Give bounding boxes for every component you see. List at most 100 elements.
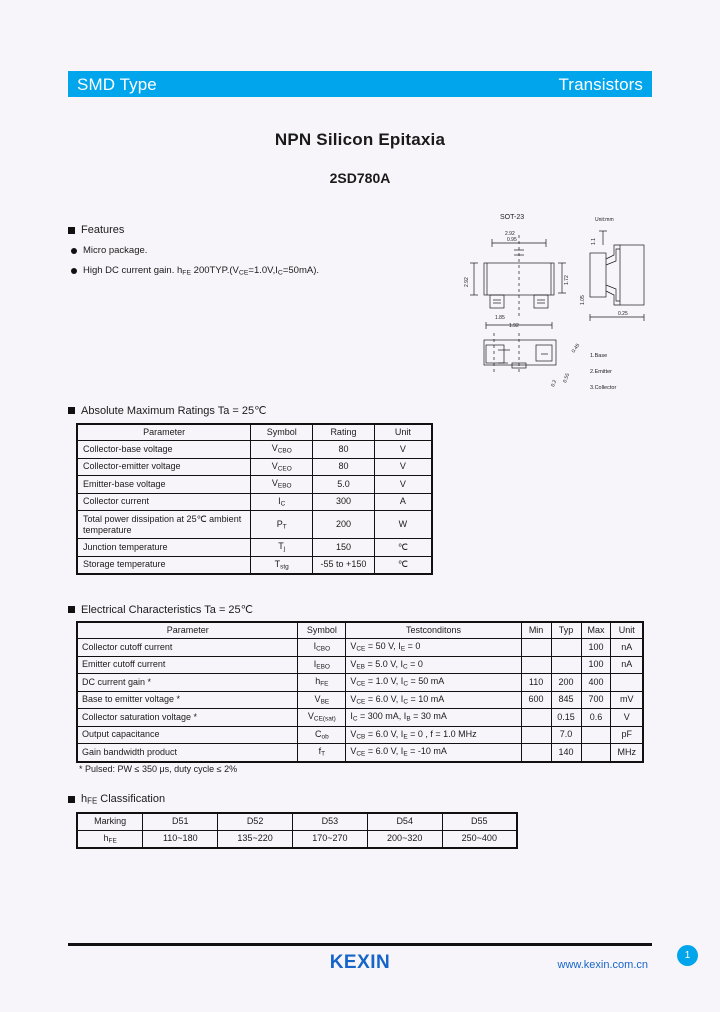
footer-divider [68, 943, 652, 946]
cell-parameter: Collector saturation voltage * [76, 708, 299, 727]
cell-parameter: Collector cutoff current [76, 638, 299, 657]
cell-unit: W [373, 510, 433, 540]
pin-label-1: 1.Base [590, 353, 607, 359]
cell-parameter: Emitter cutoff current [76, 655, 299, 675]
features-heading-label: Features [81, 224, 125, 236]
svg-text:0.95: 0.95 [507, 237, 517, 243]
table-row: Collector saturation voltage * VCE(sat) … [76, 708, 644, 727]
company-logo: KEXIN [329, 952, 391, 973]
col-rating: Rating [312, 423, 375, 442]
col-testconditions: Testconditons [345, 621, 522, 640]
package-name-text: SOT-23 [500, 214, 524, 221]
cell-range: 200~320 [366, 829, 443, 849]
cell-symbol: Tstg [250, 555, 314, 575]
col-unit: Unit [610, 621, 644, 640]
round-bullet-icon [71, 247, 77, 254]
cell-unit: nA [610, 655, 644, 675]
col-unit: Unit [373, 423, 433, 442]
cell-unit: V [373, 457, 433, 477]
electrical-footnote: * Pulsed: PW ≤ 350 μs, duty cycle ≤ 2% [79, 764, 238, 774]
cell-marking: D54 [366, 812, 443, 831]
col-min: Min [520, 621, 552, 640]
electrical-characteristics-table: Parameter Symbol Testconditons Min Typ M… [76, 621, 644, 763]
cell-rating: 80 [312, 440, 375, 459]
cell-range: 110~180 [142, 829, 219, 849]
package-outline-drawing: SOT-23 Unit:mm 2.92 0.95 [462, 205, 662, 400]
cell-range: 250~400 [441, 829, 518, 849]
table-row: Junction temperature Tj 150 ℃ [76, 538, 433, 557]
table-row: Gain bandwidth product fT VCE = 6.0 V, I… [76, 743, 644, 763]
company-url[interactable]: www.kexin.com.cn [557, 959, 648, 971]
cell-testconditions: VCE = 6.0 V, IC = 10 mA [345, 690, 522, 710]
hfe-classification-heading-label: hFE Classification [81, 793, 166, 806]
cell-symbol: fT [297, 743, 347, 763]
features-section: Features Micro package. High DC current … [68, 224, 319, 277]
cell-marking: D55 [441, 812, 518, 831]
col-parameter: Parameter [76, 621, 299, 640]
col-max: Max [580, 621, 612, 640]
cell-range: 170~270 [291, 829, 368, 849]
table-header-row: Parameter Symbol Rating Unit [76, 423, 433, 442]
cell-max: 700 [580, 690, 612, 710]
cell-min [520, 708, 552, 727]
svg-text:0.55: 0.55 [562, 372, 571, 383]
cell-parameter: DC current gain * [76, 673, 299, 692]
cell-testconditions: VCE = 50 V, IE = 0 [345, 638, 522, 657]
table-row: Collector current IC 300 A [76, 492, 433, 512]
cell-symbol: ICBO [297, 638, 347, 657]
table-row: Emitter cutoff current IEBO VEB = 5.0 V,… [76, 655, 644, 675]
cell-typ: 200 [550, 673, 582, 692]
svg-text:2.92: 2.92 [464, 277, 470, 287]
cell-max [580, 725, 612, 745]
absolute-max-ratings-table: Parameter Symbol Rating Unit Collector-b… [76, 423, 433, 576]
table-row: Storage temperature Tstg -55 to +150 ℃ [76, 555, 433, 575]
cell-unit: V [610, 708, 644, 727]
cell-marking: D53 [291, 812, 368, 831]
cell-symbol: IEBO [297, 655, 347, 675]
cell-typ: 0.15 [550, 708, 582, 727]
cell-range: 135~220 [217, 829, 293, 849]
round-bullet-icon [71, 267, 77, 274]
table-row: Collector-base voltage VCBO 80 V [76, 440, 433, 459]
cell-parameter: Emitter-base voltage [76, 475, 252, 494]
svg-text:1.1: 1.1 [591, 238, 597, 245]
col-symbol: Symbol [297, 621, 347, 640]
cell-testconditions: VCB = 6.0 V, IE = 0 , f = 1.0 MHz [345, 725, 522, 745]
cell-symbol: VCE(sat) [297, 708, 347, 727]
cell-rating: 5.0 [312, 475, 375, 494]
table-row: Emitter-base voltage VEBO 5.0 V [76, 475, 433, 494]
cell-rating: 200 [312, 510, 375, 540]
cell-unit: ℃ [373, 555, 433, 575]
cell-unit [610, 673, 644, 692]
absolute-max-heading: Absolute Maximum Ratings Ta = 25℃ [68, 404, 267, 417]
cell-testconditions: VCE = 1.0 V, IC = 50 mA [345, 673, 522, 692]
cell-max: 100 [580, 638, 612, 657]
cell-typ [550, 655, 582, 675]
square-bullet-icon [68, 407, 75, 414]
cell-max: 400 [580, 673, 612, 692]
cell-unit: nA [610, 638, 644, 657]
table-row: Base to emitter voltage * VBE VCE = 6.0 … [76, 690, 644, 710]
cell-parameter: Collector-base voltage [76, 440, 252, 459]
pin-label-3: 3.Collector [590, 385, 616, 391]
cell-testconditions: VEB = 5.0 V, IC = 0 [345, 655, 522, 675]
cell-symbol: hFE [297, 673, 347, 692]
table-row: Collector-emitter voltage VCEO 80 V [76, 457, 433, 477]
table-row: Collector cutoff current ICBO VCE = 50 V… [76, 638, 644, 657]
col-typ: Typ [550, 621, 582, 640]
cell-min [520, 655, 552, 675]
features-heading: Features [68, 224, 319, 236]
svg-text:0.2: 0.2 [550, 379, 558, 388]
cell-testconditions: VCE = 6.0 V, IE = -10 mA [345, 743, 522, 763]
cell-rating: -55 to +150 [312, 555, 375, 575]
cell-symbol: Cob [297, 725, 347, 745]
page-title: NPN Silicon Epitaxia [274, 130, 446, 149]
cell-parameter: Collector-emitter voltage [76, 457, 252, 477]
absolute-max-heading-label: Absolute Maximum Ratings Ta = 25℃ [81, 405, 267, 417]
cell-typ: 7.0 [550, 725, 582, 745]
square-bullet-icon [68, 226, 75, 234]
cell-row-label: hFE [76, 829, 144, 849]
cell-min [520, 638, 552, 657]
col-symbol: Symbol [250, 423, 314, 442]
cell-unit: pF [610, 725, 644, 745]
